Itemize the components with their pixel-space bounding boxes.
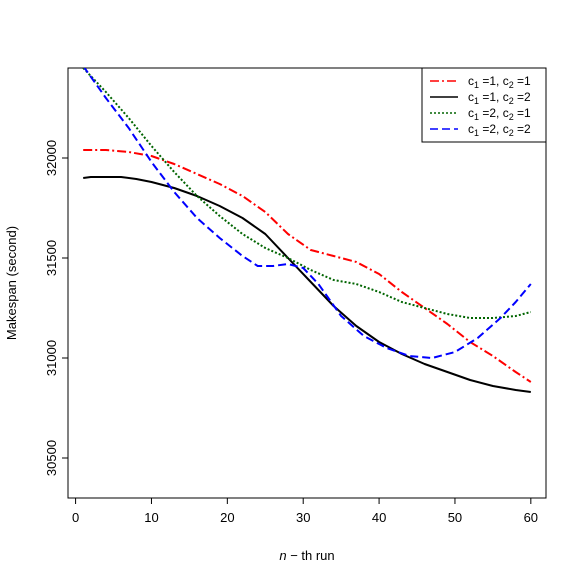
x-tick-label: 50 [448,510,462,525]
x-tick-label: 40 [372,510,386,525]
legend-label-3: c1 =2, c2 =1 [468,106,531,122]
x-axis: 0 10 20 30 40 50 60 [72,498,538,525]
x-tick-label: 30 [296,510,310,525]
legend-label-4: c1 =2, c2 =2 [468,122,531,138]
plot-frame [67,67,547,499]
series-layer [82,68,532,393]
x-tick-label: 20 [220,510,234,525]
y-tick-label: 31500 [44,240,59,276]
series-line-4 [83,68,532,359]
y-tick-label: 32000 [44,140,59,176]
series-line-1 [83,149,532,383]
y-tick-label: 30500 [44,440,59,476]
x-axis-title: n − th run [279,548,334,563]
x-tick-label: 0 [72,510,79,525]
x-tick-label: 60 [524,510,538,525]
y-axis: 30500 31000 31500 32000 [44,140,68,476]
legend-label-1: c1 =1, c2 =1 [468,74,531,90]
legend-label-2: c1 =1, c2 =2 [468,90,531,106]
y-tick-label: 31000 [44,340,59,376]
x-tick-label: 10 [144,510,158,525]
legend: c1 =1, c2 =1c1 =1, c2 =2c1 =2, c2 =1c1 =… [421,67,547,143]
y-axis-title: Makespan (second) [4,226,19,340]
series-line-2 [83,176,531,393]
